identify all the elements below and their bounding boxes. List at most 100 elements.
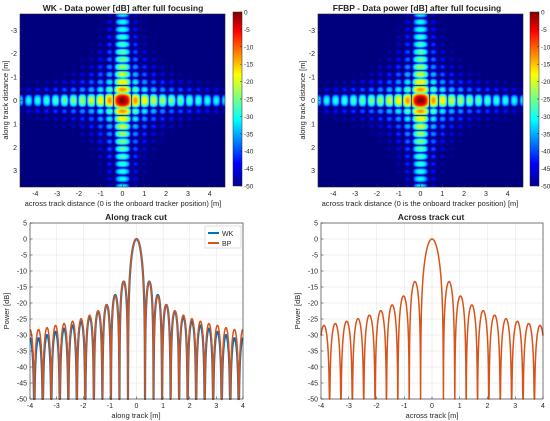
heatmap-panel-wk: WK - Data power [dB] after full focusing… [1, 3, 254, 208]
y-tick-label: -3 [11, 28, 17, 35]
y-tick-label: -50 [308, 397, 318, 404]
heatmap-image [20, 14, 225, 187]
colorbar-tick-label: -10 [244, 44, 254, 51]
x-tick-label: 4 [241, 403, 245, 410]
colorbar-tick-label: -25 [244, 97, 254, 104]
y-tick-label: -50 [17, 397, 27, 404]
legend-label-wk: WK [222, 231, 234, 238]
colorbar-tick-label: -50 [244, 184, 254, 191]
y-tick-label: -45 [17, 381, 27, 388]
x-tick-label: -1 [396, 191, 402, 198]
x-tick-label: 1 [458, 403, 462, 410]
y-axis-label: along track distance [m] [1, 60, 10, 139]
x-tick-label: 2 [462, 191, 466, 198]
y-tick-label: -45 [308, 381, 318, 388]
y-tick-label: -35 [308, 349, 318, 356]
series-lines [320, 238, 544, 400]
y-axis-label: Power [dB] [293, 293, 302, 330]
line-panel-across: Across track cut -4 -3 -2 -1 0 1 2 3 4 50-5-10-1… [293, 212, 545, 420]
x-tick-label: 2 [486, 403, 490, 410]
colorbar-tick-label: -5 [244, 27, 250, 34]
x-tick-label: 2 [164, 191, 168, 198]
x-tick-label: 3 [186, 191, 190, 198]
colorbar-tick-label: -45 [541, 166, 550, 173]
x-tick-label: 0 [419, 191, 423, 198]
y-tick-label: 0 [23, 237, 27, 244]
y-tick-label: -20 [17, 301, 27, 308]
y-ticks: 5 0 -5 -10 -15 -20 -25 -30 -35 -40 -45 -50 [308, 221, 324, 404]
x-tick-label: 3 [484, 191, 488, 198]
y-tick-label: 2 [311, 145, 315, 152]
y-tick-label: 3 [13, 168, 17, 175]
x-tick-label: 2 [188, 403, 192, 410]
y-tick-label: -2 [309, 51, 315, 58]
x-tick-label: -4 [318, 403, 324, 410]
y-ticks: -3 -2 -1 0 1 2 3 [11, 28, 23, 175]
y-tick-label: -1 [309, 75, 315, 82]
x-tick-label: 0 [430, 403, 434, 410]
x-tick-label: -2 [373, 403, 379, 410]
colorbar-tick-label: -50 [541, 184, 550, 191]
colorbar-tick-label: -35 [244, 131, 254, 138]
y-tick-label: -10 [17, 269, 27, 276]
x-tick-label: -4 [32, 191, 38, 198]
y-tick-label: -15 [308, 285, 318, 292]
y-tick-label: -30 [308, 333, 318, 340]
x-tick-label: 4 [208, 191, 212, 198]
y-tick-label: 1 [13, 121, 17, 128]
y-tick-label: 3 [311, 168, 315, 175]
y-tick-label: -5 [312, 253, 318, 260]
colorbar-tick-label: -15 [541, 62, 550, 69]
y-tick-label: -25 [308, 317, 318, 324]
x-tick-label: -3 [352, 191, 358, 198]
line-panel-along: Along track cut -4 -3 -2 -1 0 1 2 3 4 50-5-10-15… [2, 212, 245, 420]
x-tick-label: 1 [161, 403, 165, 410]
x-tick-label: 3 [513, 403, 517, 410]
colorbar-tick-label: -10 [541, 44, 550, 51]
x-tick-label: 4 [506, 191, 510, 198]
y-tick-label: 1 [311, 121, 315, 128]
colorbar-tick-label: -35 [541, 131, 550, 138]
y-tick-label: -3 [309, 28, 315, 35]
y-tick-label: -30 [17, 333, 27, 340]
y-tick-label: -20 [308, 301, 318, 308]
x-tick-label: -2 [76, 191, 82, 198]
chart-title: FFBP - Data power [dB] after full focusi… [333, 3, 501, 13]
y-axis-label: along track distance [m] [298, 60, 307, 139]
y-tick-label: 0 [314, 237, 318, 244]
y-tick-label: -5 [21, 253, 27, 260]
x-axis-label: along track [m] [111, 411, 160, 420]
colorbar-tick-label: -20 [244, 79, 254, 86]
colorbar-tick-label: -20 [541, 79, 550, 86]
y-tick-label: 5 [314, 221, 318, 228]
x-tick-label: -1 [401, 403, 407, 410]
series-line-bp [29, 238, 244, 400]
x-tick-label: 4 [541, 403, 545, 410]
y-tick-label: -10 [308, 269, 318, 276]
x-ticks: -4 -3 -2 -1 0 1 2 3 4 [27, 396, 245, 410]
x-tick-label: 3 [214, 403, 218, 410]
x-tick-label: -3 [54, 191, 60, 198]
y-tick-label: -40 [308, 365, 318, 372]
colorbar-ticks: 0 -5 -10 -15 -20 -25 -30 -35 -40 -45 -50 [537, 10, 550, 191]
series-lines [29, 237, 244, 401]
colorbar-tick-label: -15 [244, 62, 254, 69]
legend: WK BP [204, 225, 242, 249]
y-tick-label: -1 [11, 75, 17, 82]
y-ticks: 5 0 -5 -10 -15 -20 -25 -30 -35 -40 -45 -50 [17, 221, 33, 404]
x-axis-label: across track distance (0 is the onboard … [322, 199, 519, 208]
colorbar-tick-label: -40 [541, 149, 550, 156]
y-ticks: -3 -2 -1 0 1 2 3 [309, 28, 321, 175]
legend-label-bp: BP [222, 241, 232, 248]
x-tick-label: 0 [135, 403, 139, 410]
chart-title: WK - Data power [dB] after full focusing [43, 3, 204, 13]
x-tick-label: -2 [80, 403, 86, 410]
colorbar-tick-label: -30 [244, 114, 254, 121]
y-tick-label: -15 [17, 285, 27, 292]
x-axis-label: across track distance (0 is the onboard … [25, 199, 222, 208]
y-tick-label: -2 [11, 51, 17, 58]
y-axis-label: Power [dB] [2, 293, 11, 330]
y-tick-label: -40 [17, 365, 27, 372]
colorbar-ticks: 0 -5 -10 -15 -20 -25 -30 -35 -40 -45 -50 [240, 10, 254, 191]
x-tick-label: -3 [346, 403, 352, 410]
